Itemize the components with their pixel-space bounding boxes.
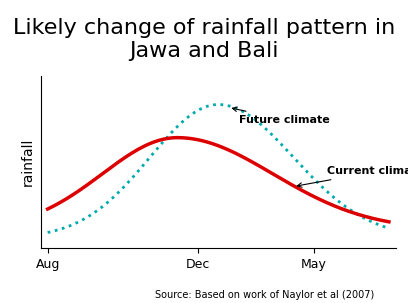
Text: Future climate: Future climate [233,107,330,125]
Text: Likely change of rainfall pattern in
Jawa and Bali: Likely change of rainfall pattern in Jaw… [13,18,395,62]
Y-axis label: rainfall: rainfall [21,138,35,186]
Text: Current climate: Current climate [297,166,408,187]
Text: Source: Based on work of Naylor et al (2007): Source: Based on work of Naylor et al (2… [155,290,374,300]
